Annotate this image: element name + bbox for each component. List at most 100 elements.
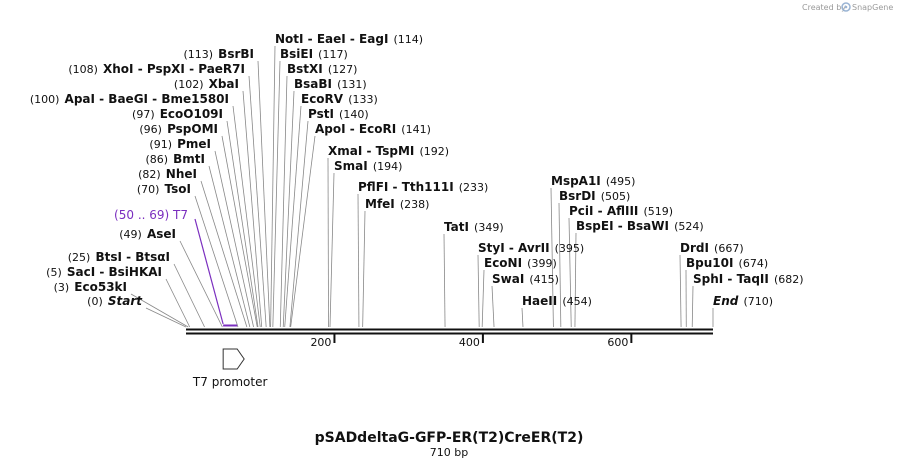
enzyme-name: BmtI <box>173 152 205 166</box>
site-label[interactable]: PciI - AflIII (519) <box>569 200 673 219</box>
site-label[interactable]: NotI - EaeI - EagI (114) <box>275 28 423 47</box>
leader-line <box>272 60 281 328</box>
site-position: (349) <box>474 221 504 234</box>
site-label[interactable]: (86) BmtI <box>145 148 205 167</box>
enzyme-name: StyI - AvrII <box>478 241 550 255</box>
feature-label[interactable]: (50 .. 69) T7 <box>114 208 188 222</box>
enzyme-name: PflFI - Tth111I <box>358 180 454 194</box>
site-position: (133) <box>348 93 378 106</box>
site-label[interactable]: BstXI (127) <box>287 58 357 77</box>
leader-line <box>477 254 480 328</box>
leader-line <box>327 157 329 328</box>
site-label[interactable]: (91) PmeI <box>149 133 211 152</box>
site-label[interactable]: SwaI (415) <box>492 268 559 287</box>
enzyme-name: TsoI <box>165 182 191 196</box>
site-position: (25) <box>68 251 91 264</box>
enzyme-name: BsiEI <box>280 47 313 61</box>
enzyme-name: HaeII <box>522 294 557 308</box>
feature-track: (50 .. 69) T7 <box>114 208 238 327</box>
leader-line <box>284 105 302 328</box>
enzyme-name: BspEI - BsaWI <box>576 219 669 233</box>
site-label[interactable]: XmaI - TspMI (192) <box>328 140 449 159</box>
site-position: (141) <box>401 123 431 136</box>
leader-line <box>362 210 366 328</box>
plasmid-length: 710 bp <box>430 446 468 459</box>
site-label[interactable]: (49) AseI <box>119 223 176 242</box>
enzyme-name: XbaI <box>209 77 239 91</box>
leader-line <box>568 217 572 328</box>
site-label[interactable]: (82) NheI <box>138 163 197 182</box>
leader-line <box>550 187 554 328</box>
leader-line <box>221 135 258 328</box>
promoter-arrow-icon <box>222 348 245 370</box>
leader-line <box>491 285 495 328</box>
site-position: (91) <box>149 138 172 151</box>
site-label[interactable]: PflFI - Tth111I (233) <box>358 176 488 195</box>
enzyme-name: MfeI <box>365 197 395 211</box>
site-position: (710) <box>743 295 773 308</box>
site-label[interactable]: EcoRV (133) <box>301 88 378 107</box>
site-label[interactable]: StyI - AvrII (395) <box>478 237 584 256</box>
ruler-ticks: 200 400 600 <box>310 334 633 349</box>
leader-line <box>257 60 271 328</box>
site-label[interactable]: TatI (349) <box>444 216 504 235</box>
enzyme-name: BsrDI <box>559 189 596 203</box>
site-label[interactable]: BsrDI (505) <box>559 185 630 204</box>
site-label[interactable]: SmaI (194) <box>334 155 402 174</box>
leader-line <box>290 135 316 328</box>
snapgene-credit: Created by SnapGene <box>802 2 893 12</box>
site-label[interactable]: BspEI - BsaWI (524) <box>576 215 704 234</box>
site-label[interactable]: BsiEI (117) <box>280 43 348 62</box>
site-position: (505) <box>601 190 631 203</box>
site-label[interactable]: MspA1I (495) <box>551 170 635 189</box>
leader-line <box>130 293 189 328</box>
enzyme-name: SmaI <box>334 159 368 173</box>
enzyme-name: AseI <box>147 227 176 241</box>
site-label[interactable]: (25) BtsI - BtsαI <box>68 246 170 265</box>
plasmid-title: pSADdeltaG-GFP-ER(T2)CreER(T2) <box>315 430 584 446</box>
site-label[interactable]: MfeI (238) <box>365 193 429 212</box>
site-label[interactable]: (113) BsrBI <box>183 43 254 62</box>
site-label[interactable]: BsaBI (131) <box>294 73 367 92</box>
site-label[interactable]: End (710) <box>713 290 773 309</box>
leader-line <box>443 233 446 328</box>
leader-line <box>558 202 562 328</box>
leader-line <box>226 120 259 328</box>
site-position: (519) <box>644 205 674 218</box>
site-position: (524) <box>674 220 704 233</box>
site-label[interactable]: (102) XbaI <box>174 73 239 92</box>
enzyme-name: EcoO109I <box>160 107 223 121</box>
site-position: (415) <box>529 273 559 286</box>
site-label[interactable]: Bpu10I (674) <box>686 252 768 271</box>
site-label[interactable]: (100) ApaI - BaeGI - Bme1580I <box>30 88 229 107</box>
site-label[interactable]: (3) Eco53kI <box>54 276 127 295</box>
site-label[interactable]: HaeII (454) <box>522 290 592 309</box>
site-position: (97) <box>132 108 155 121</box>
enzyme-name: EcoRV <box>301 92 344 106</box>
site-label[interactable]: (5) SacI - BsiHKAI <box>46 261 162 280</box>
enzyme-name: PciI - AflIII <box>569 204 638 218</box>
site-label[interactable]: SphI - TaqII (682) <box>693 268 804 287</box>
site-label[interactable]: DrdI (667) <box>680 237 744 256</box>
site-label[interactable]: (97) EcoO109I <box>132 103 223 122</box>
enzyme-name: PspOMI <box>167 122 218 136</box>
leader-line <box>214 150 254 328</box>
site-leader-lines <box>130 45 714 328</box>
site-label[interactable]: EcoNI (399) <box>484 252 557 271</box>
site-label[interactable]: (96) PspOMI <box>139 118 218 137</box>
site-label[interactable]: ApoI - EcoRI (141) <box>315 118 431 137</box>
leader-line <box>691 285 694 328</box>
site-position: (682) <box>774 273 804 286</box>
site-position: (113) <box>183 48 213 61</box>
leader-line <box>232 105 261 328</box>
site-position: (454) <box>562 295 592 308</box>
leader-line <box>248 75 267 328</box>
credit-text: Created by <box>802 3 846 12</box>
site-label[interactable]: PstI (140) <box>308 103 369 122</box>
site-label[interactable]: (70) TsoI <box>137 178 191 197</box>
credit-brand: SnapGene <box>852 3 893 12</box>
site-position: (127) <box>328 63 358 76</box>
site-label[interactable]: (0) Start <box>87 290 143 309</box>
site-label[interactable]: (108) XhoI - PspXI - PaeR7I <box>68 58 245 77</box>
